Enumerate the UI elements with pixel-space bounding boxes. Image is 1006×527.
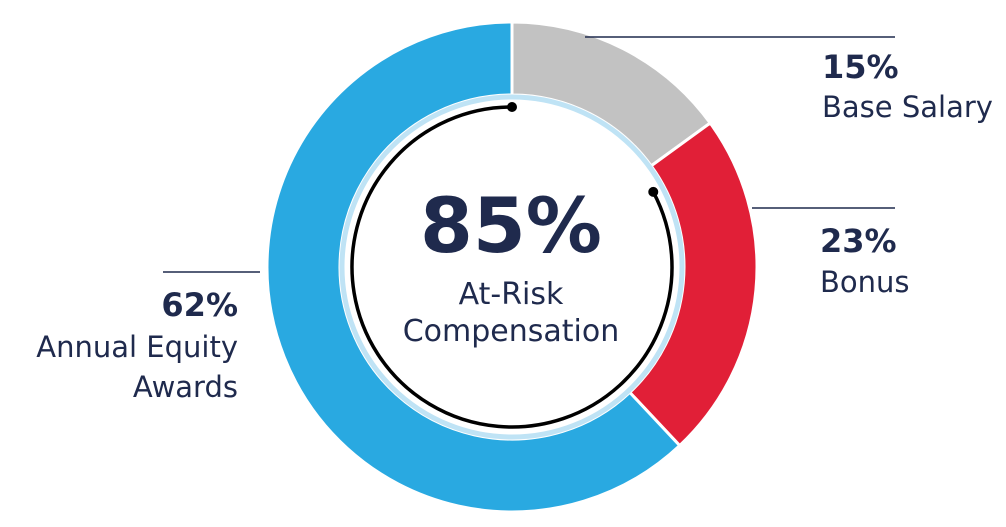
equity-percent: 62% <box>161 286 238 324</box>
donut-slices <box>265 20 759 514</box>
at-risk-arc-start-dot <box>648 186 659 197</box>
center-value: 85% <box>420 181 602 270</box>
equity-label-line-2: Awards <box>133 370 238 404</box>
equity-label-line-1: Annual Equity <box>36 330 238 364</box>
center-label-line-1: At-Risk <box>459 277 564 312</box>
center-label-line-2: Compensation <box>403 314 620 349</box>
at-risk-arc-end-dot <box>507 102 517 112</box>
base-salary-label: Base Salary <box>822 90 993 124</box>
base-salary-percent: 15% <box>822 48 899 86</box>
bonus-label: Bonus <box>820 265 910 299</box>
at-risk-arc <box>350 105 674 429</box>
inner-ring <box>339 94 685 440</box>
bonus-percent: 23% <box>820 222 897 260</box>
